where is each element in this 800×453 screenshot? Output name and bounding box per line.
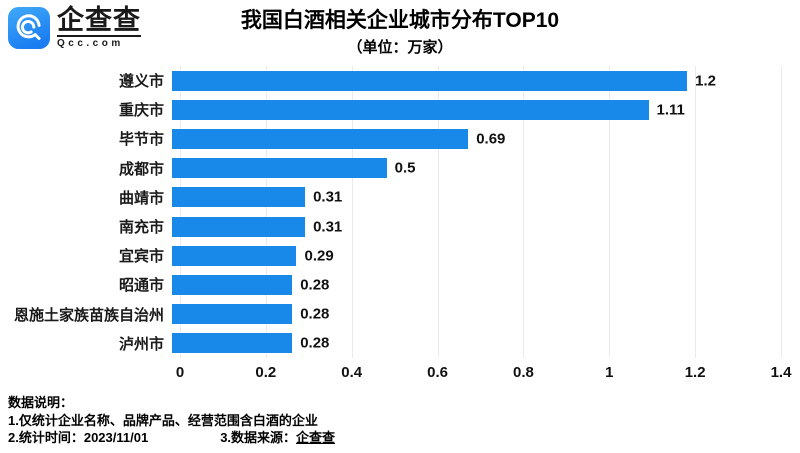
x-tick-label: 0 (175, 364, 185, 381)
bar-track: 0.69 (172, 128, 773, 149)
bar-track: 0.31 (172, 187, 773, 208)
bar-label: 毕节市 (118, 131, 164, 149)
bar-track: 0.31 (172, 216, 773, 237)
bar-track: 0.28 (172, 274, 773, 295)
qcc-logo-text: 企查查 Qcc.com (57, 6, 141, 49)
bar-row: 曲靖市 0.31 (0, 183, 800, 212)
bar (172, 245, 297, 266)
bar-label: 泸州市 (118, 335, 164, 353)
bar-track: 1.2 (172, 70, 773, 91)
bar-row: 泸州市 0.28 (0, 329, 800, 358)
data-notes: 数据说明： 1.仅统计企业名称、品牌产品、经营范围含白酒的企业 2.统计时间：2… (8, 394, 335, 447)
bar (172, 216, 306, 237)
bar-label: 遵义市 (118, 73, 164, 91)
bar-track: 1.11 (172, 99, 773, 120)
gridline (609, 66, 611, 358)
bar-row: 重庆市 1.11 (0, 95, 800, 124)
bar (172, 187, 306, 208)
bar (172, 274, 293, 295)
bar (172, 333, 293, 354)
bar-value: 0.5 (394, 159, 416, 177)
bar (172, 158, 387, 179)
gridline (695, 66, 697, 358)
bar-label: 成都市 (118, 160, 164, 178)
bar-row: 恩施土家族苗族自治州 0.28 (0, 300, 800, 329)
note-line-2: 2.统计时间：2023/11/01 3.数据来源：企查查 (8, 429, 335, 447)
gridline (265, 66, 267, 358)
bar-value: 0.28 (300, 276, 330, 294)
bar (172, 128, 469, 149)
bar (172, 304, 293, 325)
gridline (180, 66, 181, 358)
bar-track: 0.5 (172, 158, 773, 179)
bar-value: 0.28 (300, 305, 330, 323)
note-line-1: 1.仅统计企业名称、品牌产品、经营范围含白酒的企业 (8, 412, 318, 428)
note-stat-time: 2.统计时间：2023/11/01 (8, 430, 149, 446)
bar-track: 0.28 (172, 333, 773, 354)
brand-name: 企查查 (57, 5, 141, 35)
qcc-logo-icon (8, 6, 50, 49)
gridline (351, 66, 353, 358)
bar-label: 重庆市 (118, 102, 164, 120)
bar-row: 毕节市 0.69 (0, 124, 800, 153)
qcc-logo: 企查查 Qcc.com (8, 6, 141, 49)
bar-value: 0.31 (313, 218, 343, 236)
bar (172, 99, 649, 120)
title-block: 我国白酒相关企业城市分布TOP10 （单位：万家） (0, 8, 800, 57)
x-tick-label: 0.2 (255, 364, 277, 381)
bar-value: 1.11 (656, 101, 685, 119)
bar-chart: 遵义市 1.2 重庆市 1.11 毕节市 0.69 成都市 0.5 曲靖市 0.31 南充市 0.31… (0, 66, 800, 384)
x-axis: 0 0.2 0.4 0.6 0.8 1 1.2 1.4 (176, 362, 792, 384)
x-tick-label: 0.6 (427, 364, 448, 381)
bar-track: 0.28 (172, 304, 773, 325)
note-source-label: 3.数据来源： (220, 430, 297, 446)
brand-domain: Qcc.com (57, 35, 141, 49)
bar (172, 70, 688, 91)
bar-value: 0.31 (313, 188, 343, 206)
chart-subtitle: （单位：万家） (347, 39, 453, 57)
bar-row: 南充市 0.31 (0, 212, 800, 241)
bar-value: 0.28 (300, 334, 330, 352)
bar-label: 恩施土家族苗族自治州 (13, 306, 164, 324)
gridline (437, 66, 439, 358)
gridline (523, 66, 525, 358)
bar-row: 遵义市 1.2 (0, 66, 800, 95)
bar-row: 宜宾市 0.29 (0, 241, 800, 270)
gridline-layer (180, 66, 782, 358)
x-tick-label: 1.4 (770, 364, 792, 381)
notes-heading: 数据说明： (8, 395, 74, 411)
bar-value: 1.2 (695, 72, 716, 90)
bar-label: 南充市 (118, 219, 164, 237)
bar-row: 成都市 0.5 (0, 154, 800, 183)
bar-rows: 遵义市 1.2 重庆市 1.11 毕节市 0.69 成都市 0.5 曲靖市 0.31 南充市 0.31… (0, 66, 800, 358)
bar-label: 曲靖市 (118, 189, 164, 207)
bar-label: 宜宾市 (118, 248, 164, 266)
chart-title: 我国白酒相关企业城市分布TOP10 (240, 9, 560, 32)
bar-row: 昭通市 0.28 (0, 270, 800, 299)
x-tick-label: 1 (605, 364, 614, 381)
bar-value: 0.69 (476, 130, 506, 148)
bar-value: 0.29 (304, 247, 334, 265)
x-tick-label: 1.2 (684, 364, 706, 381)
note-source-value: 企查查 (296, 430, 336, 446)
gridline (781, 66, 782, 358)
bar-label: 昭通市 (118, 277, 164, 295)
bar-track: 0.29 (172, 245, 773, 266)
x-tick-label: 0.4 (341, 364, 363, 381)
x-tick-label: 0.8 (512, 364, 534, 381)
